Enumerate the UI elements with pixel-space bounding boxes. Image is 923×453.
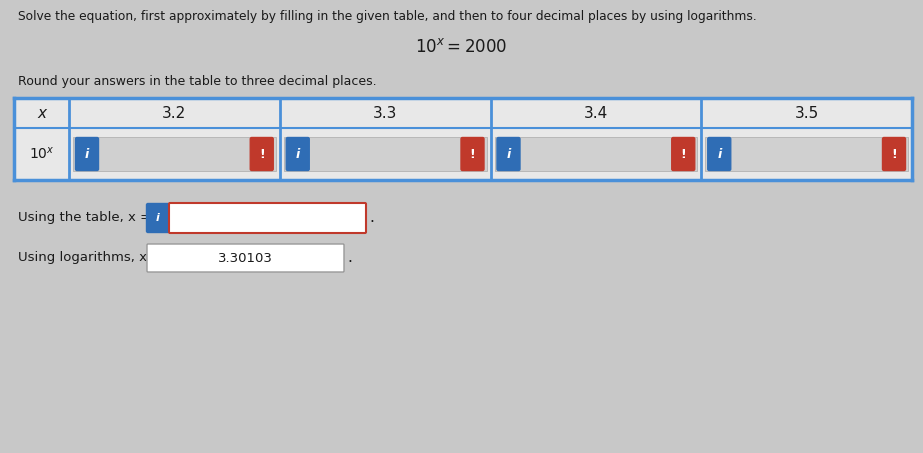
Text: 3.30103: 3.30103 xyxy=(218,251,273,265)
Text: 3.2: 3.2 xyxy=(162,106,186,120)
FancyBboxPatch shape xyxy=(497,138,520,170)
Bar xyxy=(283,137,486,171)
Bar xyxy=(495,137,697,171)
Text: i: i xyxy=(717,148,722,160)
FancyBboxPatch shape xyxy=(250,138,273,170)
Text: 3.3: 3.3 xyxy=(373,106,397,120)
FancyBboxPatch shape xyxy=(461,138,484,170)
FancyBboxPatch shape xyxy=(286,138,309,170)
FancyBboxPatch shape xyxy=(882,138,905,170)
Text: i: i xyxy=(156,213,160,223)
Text: !: ! xyxy=(258,148,265,160)
FancyBboxPatch shape xyxy=(672,138,695,170)
Bar xyxy=(73,137,276,171)
FancyBboxPatch shape xyxy=(76,138,99,170)
Text: i: i xyxy=(85,148,90,160)
Text: $10^x = 2000$: $10^x = 2000$ xyxy=(414,38,507,56)
Text: $10^x$: $10^x$ xyxy=(29,146,54,162)
Bar xyxy=(705,137,908,171)
FancyBboxPatch shape xyxy=(169,203,366,233)
Text: !: ! xyxy=(891,148,897,160)
Text: .: . xyxy=(369,211,374,226)
Text: x: x xyxy=(37,106,46,120)
Text: Round your answers in the table to three decimal places.: Round your answers in the table to three… xyxy=(18,75,377,88)
Text: .: . xyxy=(347,251,352,265)
Text: Using the table, x =: Using the table, x = xyxy=(18,212,151,225)
Text: i: i xyxy=(507,148,510,160)
Text: i: i xyxy=(295,148,300,160)
FancyBboxPatch shape xyxy=(708,138,731,170)
Text: Using logarithms, x =: Using logarithms, x = xyxy=(18,251,162,265)
FancyBboxPatch shape xyxy=(147,203,170,232)
Text: 3.4: 3.4 xyxy=(583,106,608,120)
Text: !: ! xyxy=(680,148,686,160)
Bar xyxy=(14,98,912,180)
Text: 3.5: 3.5 xyxy=(795,106,819,120)
Text: Solve the equation, first approximately by filling in the given table, and then : Solve the equation, first approximately … xyxy=(18,10,757,23)
Text: !: ! xyxy=(470,148,475,160)
FancyBboxPatch shape xyxy=(147,244,344,272)
